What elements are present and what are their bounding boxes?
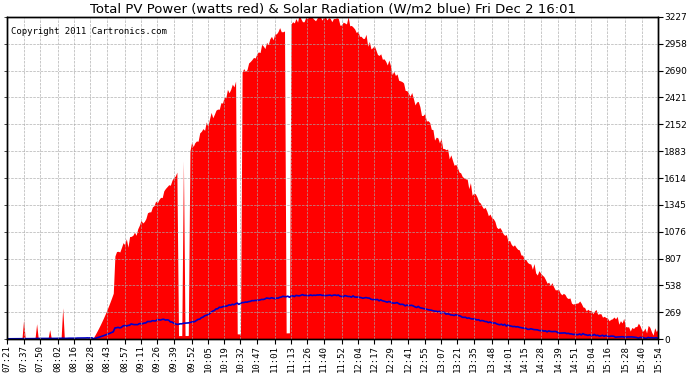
Title: Total PV Power (watts red) & Solar Radiation (W/m2 blue) Fri Dec 2 16:01: Total PV Power (watts red) & Solar Radia… <box>90 3 575 16</box>
Text: Copyright 2011 Cartronics.com: Copyright 2011 Cartronics.com <box>10 27 166 36</box>
